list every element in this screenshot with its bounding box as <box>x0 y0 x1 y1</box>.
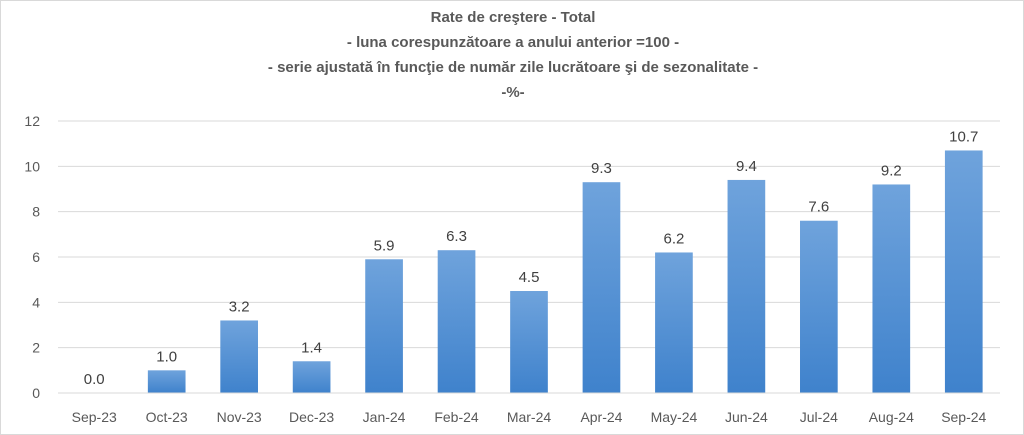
bar-sep-24 <box>944 150 983 393</box>
y-tick-label: 2 <box>32 340 40 356</box>
data-label: 9.3 <box>591 160 612 177</box>
bar-dec-23 <box>292 361 331 393</box>
y-tick-label: 12 <box>24 113 40 129</box>
data-label: 5.9 <box>374 237 395 254</box>
data-label: 10.7 <box>949 128 978 145</box>
x-tick-label: Feb-24 <box>434 409 479 425</box>
chart-subtitle-2: - serie ajustată în funcţie de număr zil… <box>267 59 759 76</box>
y-tick-label: 6 <box>32 249 40 265</box>
data-label: 1.0 <box>156 348 177 365</box>
y-tick-label: 0 <box>32 385 40 401</box>
bar-apr-24 <box>582 182 621 393</box>
bar-may-24 <box>655 252 693 393</box>
x-tick-label: Apr-24 <box>580 409 622 425</box>
x-tick-label: Jun-24 <box>725 409 768 425</box>
x-tick-label: Dec-23 <box>289 409 334 425</box>
chart-unit: -%- <box>501 84 525 101</box>
x-tick-label: Jan-24 <box>363 409 406 425</box>
bar-nov-23 <box>220 320 258 393</box>
data-label: 6.2 <box>663 230 684 247</box>
data-label: 6.3 <box>446 228 467 245</box>
data-label: 1.4 <box>301 339 322 356</box>
bar-aug-24 <box>872 184 911 393</box>
y-tick-label: 10 <box>24 158 40 174</box>
data-label: 9.4 <box>736 158 757 175</box>
chart-subtitle-1: - luna corespunzătoare a anului anterior… <box>346 34 680 51</box>
data-label: 4.5 <box>519 269 540 286</box>
y-tick-label: 4 <box>32 294 40 310</box>
x-tick-label: Nov-23 <box>217 409 262 425</box>
x-tick-label: Mar-24 <box>507 409 552 425</box>
x-tick-label: Sep-23 <box>72 409 117 425</box>
chart-title: Rate de creştere - Total <box>430 9 596 26</box>
x-tick-label: Aug-24 <box>869 409 914 425</box>
x-tick-label: Oct-23 <box>146 409 188 425</box>
data-label: 0.0 <box>84 371 105 388</box>
y-tick-label: 8 <box>32 204 40 220</box>
bar-mar-24 <box>510 291 548 393</box>
x-tick-label: May-24 <box>651 409 698 425</box>
data-label: 9.2 <box>881 162 902 179</box>
x-tick-label: Sep-24 <box>941 409 986 425</box>
x-tick-label: Jul-24 <box>800 409 838 425</box>
bar-feb-24 <box>437 250 476 393</box>
data-label: 7.6 <box>808 199 829 216</box>
data-label: 3.2 <box>229 298 250 315</box>
bar-jun-24 <box>727 179 766 393</box>
bar-jul-24 <box>800 220 838 393</box>
bar-jan-24 <box>365 259 403 393</box>
bar-oct-23 <box>147 370 186 393</box>
